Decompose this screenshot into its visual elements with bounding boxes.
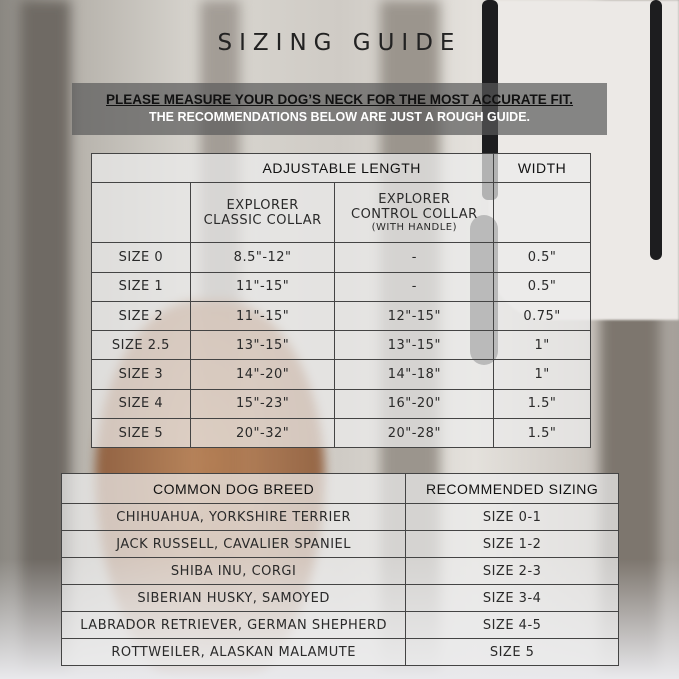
cell-classic: 11"-15": [189, 271, 336, 302]
cell-breed: JACK RUSSELL, CAVALIER SPANIEL: [60, 530, 407, 558]
header-adjustable-length: ADJUSTABLE LENGTH: [190, 152, 495, 184]
cell-control: 16"-20": [334, 388, 495, 420]
cell-width: 0.75": [493, 300, 591, 332]
size-row: SIZE 3 14"-20" 14"-18" 1": [91, 359, 591, 390]
cell-sizing: SIZE 3-4: [405, 584, 619, 612]
cell-breed: LABRADOR RETRIEVER, GERMAN SHEPHERD: [60, 611, 407, 639]
header-control-collar: EXPLORER CONTROL COLLAR (WITH HANDLE): [334, 182, 495, 244]
cell-classic: 13"-15": [189, 330, 336, 361]
cell-width: 1.5": [493, 388, 591, 420]
measure-notice: PLEASE MEASURE YOUR DOG’S NECK FOR THE M…: [72, 83, 607, 135]
cell-sizing: SIZE 0-1: [405, 503, 619, 531]
header-width: WIDTH: [493, 152, 591, 184]
cell-sizing: SIZE 5: [405, 638, 619, 666]
cell-size: SIZE 1: [91, 271, 191, 302]
cell-size: SIZE 4: [91, 388, 191, 420]
size-row: SIZE 1 11"-15" -0.5": [91, 271, 591, 302]
cell-classic: 15"-23": [189, 388, 336, 420]
size-row: SIZE 4 15"-23" 16"-20" 1.5": [91, 388, 591, 420]
cell-classic: 11"-15": [189, 300, 336, 332]
cell-size: SIZE 3: [91, 359, 191, 390]
cell-size: SIZE 5: [91, 418, 191, 449]
cell-size: SIZE 0: [91, 242, 191, 273]
cell-control: -: [334, 271, 495, 302]
notice-line-1: PLEASE MEASURE YOUR DOG’S NECK FOR THE M…: [105, 92, 574, 107]
header-recommended-sizing: RECOMMENDED SIZING: [405, 473, 619, 504]
breed-row: JACK RUSSELL, CAVALIER SPANIEL SIZE 1-2: [60, 530, 619, 558]
cell-breed: SIBERIAN HUSKY, SAMOYED: [60, 584, 407, 612]
cell-size: SIZE 2: [91, 300, 191, 332]
cell-sizing: SIZE 1-2: [405, 530, 619, 558]
cell-breed: SHIBA INU, CORGI: [60, 557, 407, 585]
cell-breed: CHIHUAHUA, YORKSHIRE TERRIER: [60, 503, 407, 531]
header-breed: COMMON DOG BREED: [60, 473, 407, 504]
cell-control: -: [334, 242, 495, 273]
cell-control: 14"-18": [334, 359, 495, 390]
cell-width: 1": [493, 330, 591, 361]
cell-width: 1.5": [493, 418, 591, 449]
cell-width: 0.5": [493, 271, 591, 302]
size-row: SIZE 5 20"-32" 20"-28" 1.5": [91, 418, 591, 449]
size-row: SIZE 0 8.5"-12" -0.5": [91, 242, 591, 273]
cell-size: SIZE 2.5: [91, 330, 191, 361]
header-size-empty: [91, 182, 191, 244]
page-title: SIZING GUIDE: [217, 30, 462, 56]
cell-control: 12"-15": [334, 300, 495, 332]
cell-control: 13"-15": [334, 330, 495, 361]
breed-row: LABRADOR RETRIEVER, GERMAN SHEPHERD SIZE …: [60, 611, 619, 639]
cell-control: 20"-28": [334, 418, 495, 449]
notice-line-2: THE RECOMMENDATIONS BELOW ARE JUST A ROU…: [148, 110, 531, 124]
cell-breed: ROTTWEILER, ALASKAN MALAMUTE: [60, 638, 407, 666]
cell-sizing: SIZE 2-3: [405, 557, 619, 585]
size-row: SIZE 2.5 13"-15" 13"-15" 1": [91, 330, 591, 361]
breed-row: SIBERIAN HUSKY, SAMOYED SIZE 3-4: [60, 584, 619, 612]
size-row: SIZE 2 11"-15" 12"-15" 0.75": [91, 300, 591, 332]
cell-classic: 8.5"-12": [189, 242, 336, 273]
breed-row: ROTTWEILER, ALASKAN MALAMUTE SIZE 5: [60, 638, 619, 666]
cell-width: 1": [493, 359, 591, 390]
breed-row: CHIHUAHUA, YORKSHIRE TERRIER SIZE 0-1: [60, 503, 619, 531]
cell-classic: 20"-32": [189, 418, 336, 449]
size-table: ADJUSTABLE LENGTH WIDTH EXPLORER CLASSIC …: [91, 152, 591, 449]
cell-classic: 14"-20": [189, 359, 336, 390]
cell-sizing: SIZE 4-5: [405, 611, 619, 639]
cell-width: 0.5": [493, 242, 591, 273]
breed-table: COMMON DOG BREED RECOMMENDED SIZING CHIH…: [60, 473, 619, 666]
breed-row: SHIBA INU, CORGI SIZE 2-3: [60, 557, 619, 585]
header-classic-collar: EXPLORER CLASSIC COLLAR: [189, 182, 336, 244]
